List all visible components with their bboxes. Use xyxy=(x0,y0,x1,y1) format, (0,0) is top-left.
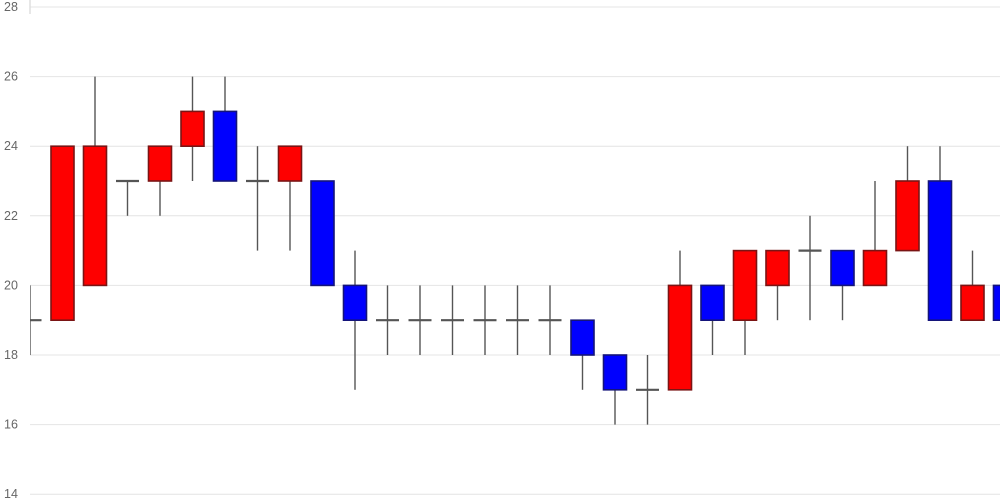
svg-text:18: 18 xyxy=(4,348,18,362)
svg-text:16: 16 xyxy=(4,418,18,432)
svg-text:26: 26 xyxy=(4,70,18,84)
svg-text:28: 28 xyxy=(4,0,18,14)
svg-text:24: 24 xyxy=(4,139,18,153)
svg-text:14: 14 xyxy=(4,487,18,500)
svg-text:20: 20 xyxy=(4,278,18,292)
svg-text:22: 22 xyxy=(4,209,18,223)
